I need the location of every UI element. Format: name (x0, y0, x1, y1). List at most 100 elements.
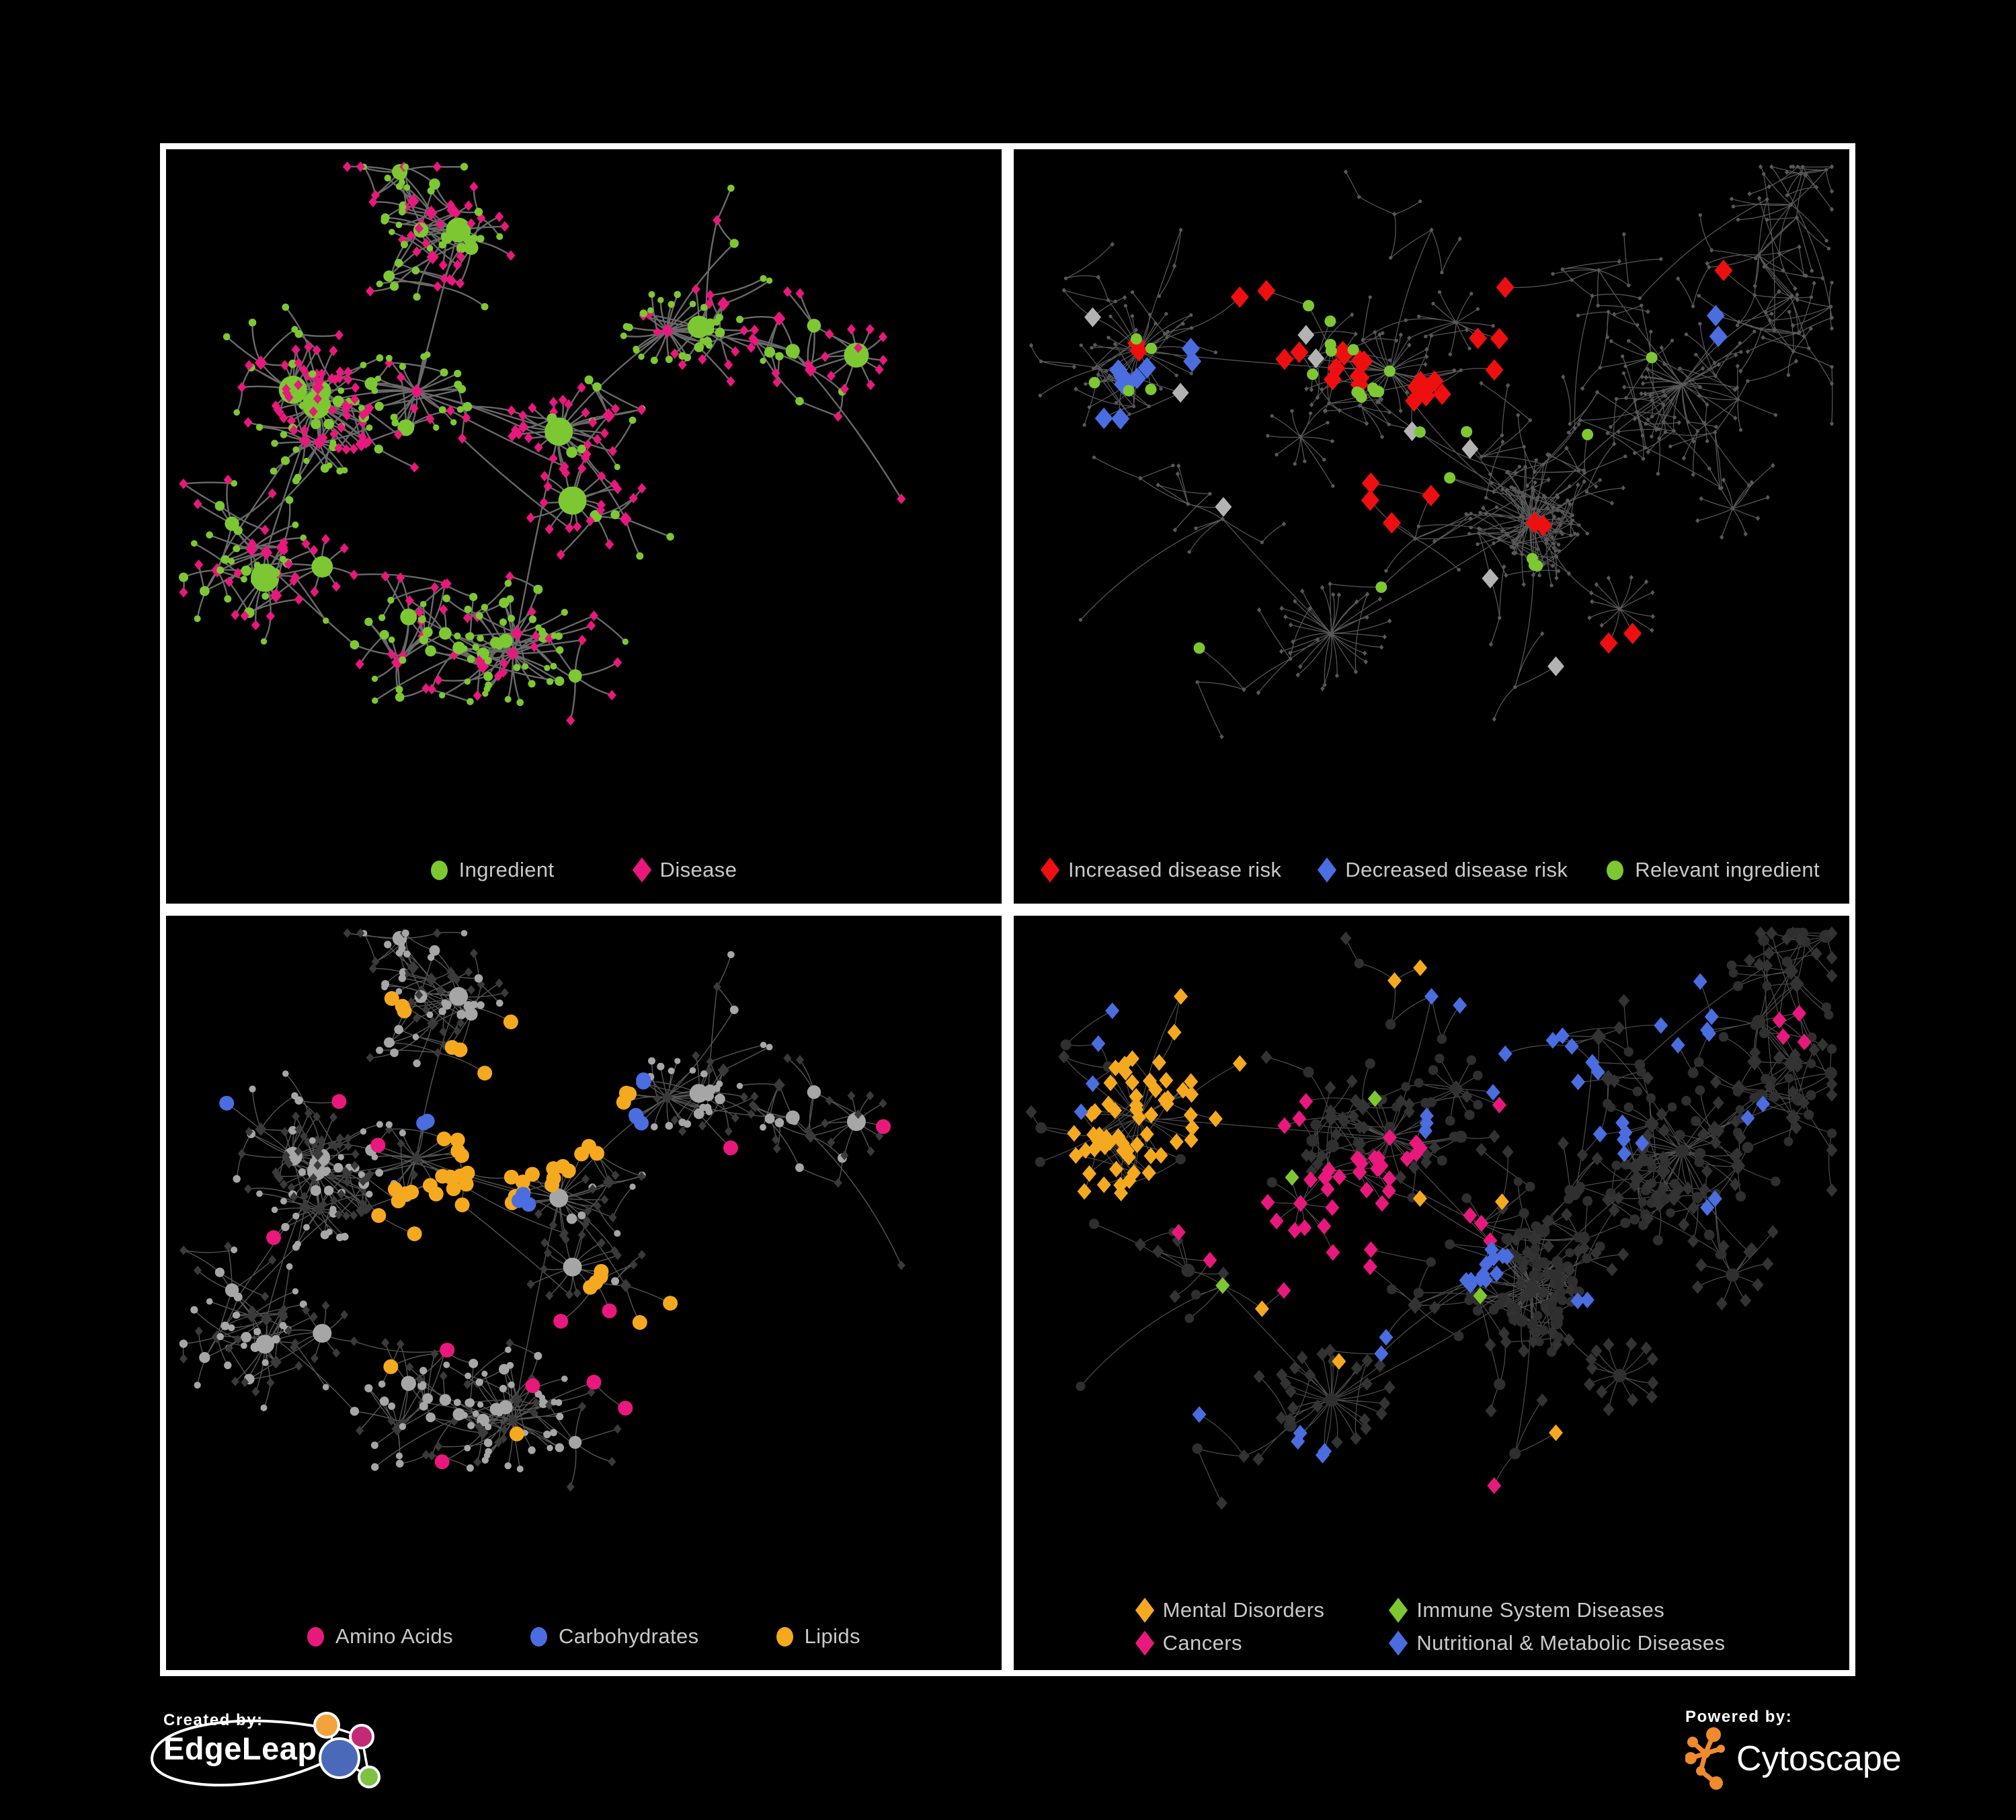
legend-circle-icon (530, 1626, 548, 1647)
node-dot (1761, 335, 1765, 340)
highlight-node (1646, 352, 1658, 364)
node-dot (1379, 644, 1384, 650)
node-diamond (1576, 1148, 1588, 1162)
node-dot (1739, 350, 1743, 354)
node-diamond (875, 364, 884, 375)
node-dot (1545, 506, 1550, 511)
highlight-node (1114, 1185, 1129, 1201)
node-circle (241, 1342, 247, 1349)
node-diamond (662, 1093, 671, 1103)
node-diamond (1238, 1449, 1250, 1463)
node-circle (713, 1084, 721, 1093)
node-circle (1728, 968, 1738, 978)
node-circle (395, 1452, 403, 1460)
highlight-node (1327, 357, 1346, 379)
node-circle (464, 678, 471, 685)
node-dot (1609, 500, 1615, 506)
node-diamond (1529, 1282, 1541, 1296)
node-diamond (1548, 1276, 1560, 1290)
node-dot (1488, 641, 1494, 647)
node-dot (1502, 564, 1506, 569)
highlight-node (1412, 1190, 1427, 1207)
node-diamond (581, 407, 590, 418)
node-circle (495, 643, 503, 650)
node-circle (495, 1409, 503, 1417)
highlight-node (1269, 1212, 1284, 1230)
node-diamond (597, 1238, 606, 1248)
highlight-node (1359, 1181, 1374, 1199)
node-diamond (507, 1413, 519, 1427)
node-circle (1783, 1136, 1793, 1146)
node-circle (1769, 1091, 1780, 1103)
node-dot (1623, 454, 1627, 459)
node-circle (504, 580, 512, 587)
node-circle (1384, 1121, 1395, 1132)
node-circle (506, 595, 514, 603)
highlight-node (1418, 377, 1436, 399)
node-dot (1093, 343, 1097, 347)
node-diamond (613, 657, 622, 668)
node-diamond (796, 1055, 804, 1065)
node-circle (241, 565, 251, 576)
highlight-node (583, 1279, 598, 1295)
node-dot (1407, 342, 1412, 348)
node-diamond (577, 463, 587, 474)
node-circle (550, 1429, 557, 1437)
node-dot (1532, 469, 1537, 475)
highlight-node (1599, 632, 1618, 654)
node-circle (1181, 1263, 1195, 1277)
node-diamond (610, 479, 619, 490)
node-dot (1133, 327, 1139, 333)
legend-label: Carbohydrates (559, 1624, 699, 1648)
node-dot (1829, 188, 1834, 194)
node-circle (1703, 1230, 1715, 1240)
node-diamond (821, 1118, 830, 1128)
node-dot (1084, 382, 1088, 386)
node-dot (1522, 444, 1526, 449)
node-diamond (1712, 1096, 1724, 1110)
node-dot (1293, 598, 1297, 604)
node-circle (766, 277, 773, 284)
node-dot (1491, 489, 1496, 494)
node-circle (271, 1335, 280, 1344)
node-dot (1795, 297, 1800, 303)
highlight-node (521, 1197, 536, 1212)
node-circle (846, 1112, 866, 1132)
node-dot (1560, 267, 1565, 272)
node-circle (700, 1070, 708, 1078)
highlight-node (509, 1426, 524, 1441)
node-dot (1275, 452, 1279, 457)
node-diamond (866, 1146, 875, 1156)
node-dot (1736, 218, 1740, 222)
highlight-node (1208, 1110, 1223, 1127)
node-circle (381, 984, 388, 991)
node-diamond (179, 1245, 188, 1255)
highlight-node (1373, 385, 1385, 397)
node-circle (224, 1361, 232, 1370)
highlight-node (1582, 428, 1594, 440)
node-dot (1672, 416, 1677, 420)
node-dot (1368, 295, 1372, 299)
node-circle (668, 301, 675, 308)
node-dot (1242, 686, 1246, 693)
node-diamond (1613, 1021, 1625, 1035)
node-dot (1584, 489, 1589, 494)
node-circle (665, 355, 673, 363)
node-circle (556, 1413, 564, 1421)
node-circle (411, 266, 420, 275)
node-circle (1455, 1130, 1467, 1143)
highlight-node (1324, 315, 1336, 327)
node-dot (1320, 387, 1324, 393)
node-dot (1730, 506, 1734, 511)
node-circle (775, 352, 784, 361)
node-dot (1315, 395, 1320, 401)
node-diamond (280, 1304, 288, 1314)
node-circle (766, 1043, 773, 1051)
node-circle (713, 318, 721, 326)
node-diamond (332, 1348, 341, 1358)
node-dot (1532, 507, 1537, 511)
node-dot (1573, 426, 1577, 430)
node-dot (1290, 409, 1294, 413)
node-diamond (415, 990, 424, 1000)
node-circle (1365, 1058, 1375, 1069)
